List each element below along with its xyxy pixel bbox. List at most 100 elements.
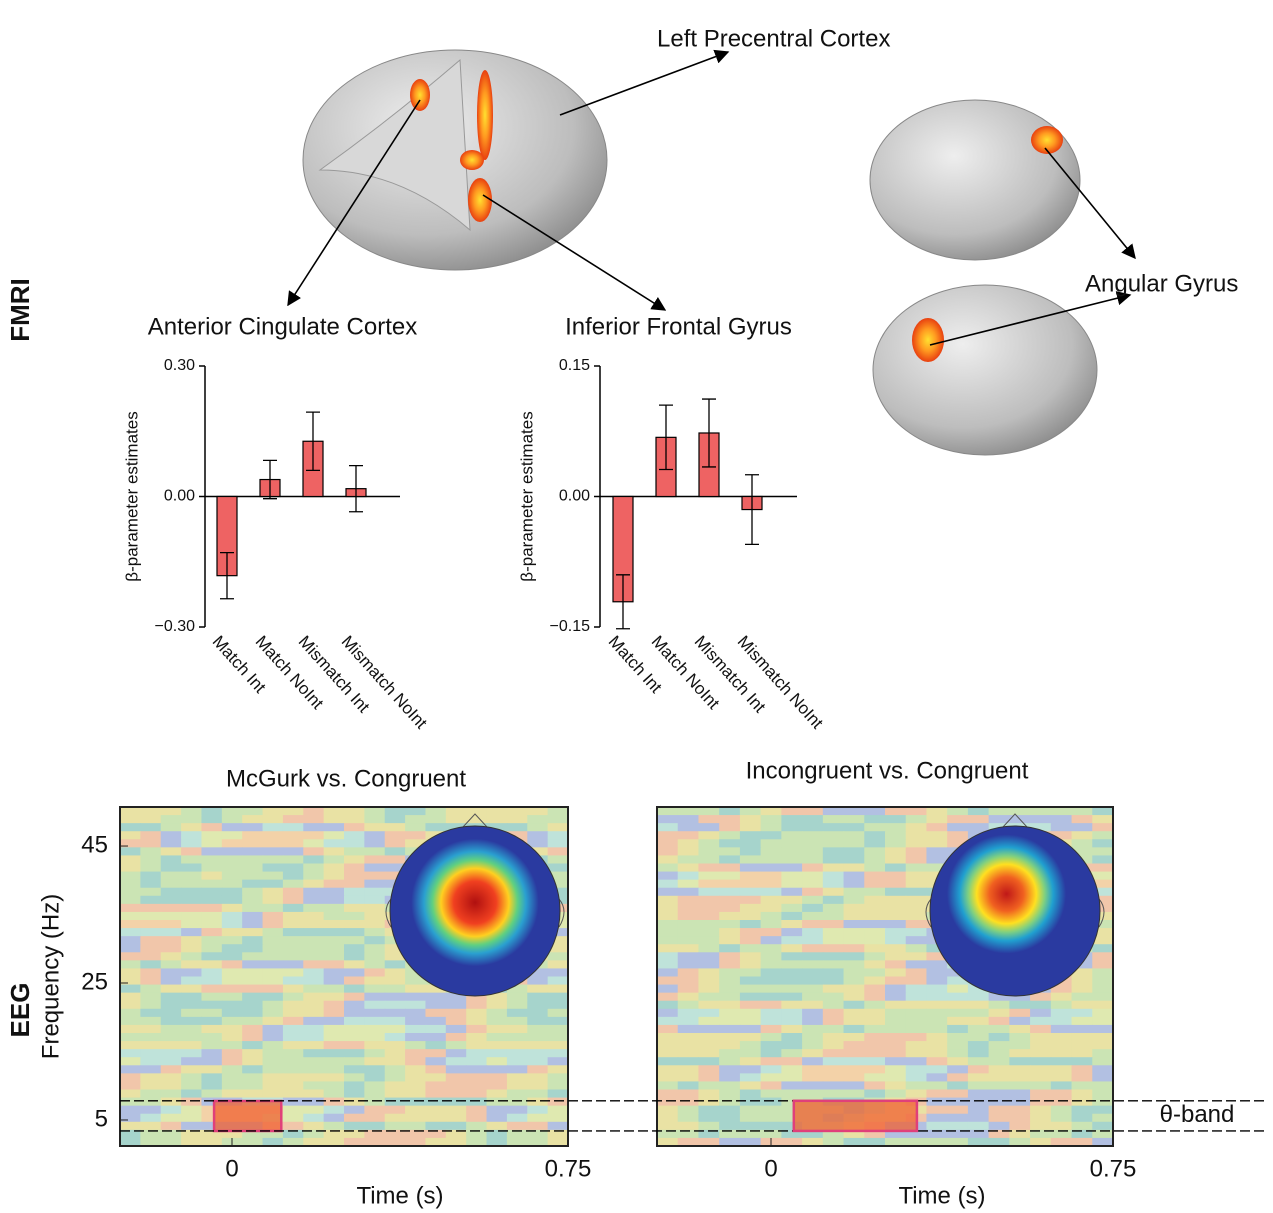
spectrogram-cell bbox=[201, 1049, 223, 1058]
spectrogram-cell bbox=[1050, 1113, 1073, 1123]
spectrogram-cell bbox=[303, 855, 325, 865]
spectrogram-cell bbox=[364, 936, 386, 945]
spectrogram-cell bbox=[282, 976, 304, 986]
spectrogram-cell bbox=[201, 1097, 223, 1107]
spectrogram-cell bbox=[384, 1097, 406, 1107]
spectrogram-cell bbox=[140, 815, 162, 824]
spectrogram-cell bbox=[140, 1105, 162, 1115]
spectrogram-cell bbox=[698, 1097, 720, 1107]
spectrogram-cell bbox=[221, 1089, 243, 1099]
spectrogram-cell bbox=[506, 1057, 528, 1066]
spectrogram-cell bbox=[364, 1024, 386, 1034]
spectrogram-cell bbox=[181, 1073, 203, 1083]
spectrogram-cell bbox=[926, 1008, 948, 1018]
spectrogram-cell bbox=[242, 968, 264, 978]
spectrogram-cell bbox=[364, 879, 386, 889]
spectrogram-cell bbox=[506, 1008, 528, 1018]
spectrogram-cell bbox=[719, 1065, 741, 1074]
spectrogram-cell bbox=[344, 1008, 365, 1018]
spectrogram-cell bbox=[802, 847, 824, 857]
spectrogram-cell bbox=[967, 807, 990, 816]
spectrogram-cell bbox=[760, 920, 782, 929]
spectrogram-cell bbox=[282, 944, 304, 953]
spectrogram-cell bbox=[506, 1033, 528, 1042]
spectrogram-cell bbox=[802, 871, 824, 881]
spectrogram-cell bbox=[160, 1041, 182, 1050]
chart-title: Anterior Cingulate Cortex bbox=[148, 313, 417, 340]
spectrogram-cell bbox=[140, 920, 162, 929]
spectrogram-cell bbox=[282, 823, 304, 832]
spectrogram-cell bbox=[160, 1073, 182, 1083]
spectrogram-cell bbox=[905, 807, 928, 816]
spectrogram-cell bbox=[864, 903, 886, 913]
spectrogram-cell bbox=[677, 895, 700, 905]
spectrogram-cell bbox=[486, 1008, 508, 1018]
spectrogram-cell bbox=[657, 1033, 679, 1042]
spectrogram-cell bbox=[864, 839, 886, 848]
spectrogram-cell bbox=[781, 1065, 803, 1074]
spectrogram-cell bbox=[1092, 1137, 1114, 1147]
spectrogram-cell bbox=[425, 823, 447, 832]
spectrogram-cell bbox=[323, 863, 345, 873]
spectrogram-cell bbox=[486, 1033, 508, 1042]
spectrogram-cell bbox=[822, 823, 845, 832]
spectrogram-cell bbox=[1092, 960, 1114, 970]
spectrogram-cell bbox=[364, 807, 386, 816]
spectrogram-cell bbox=[1050, 1000, 1073, 1010]
y-axis-label: β-parameter estimates bbox=[517, 411, 536, 581]
spectrogram-cell bbox=[657, 928, 679, 937]
spectrogram-cell bbox=[864, 1081, 886, 1091]
spectrogram-cell bbox=[384, 992, 406, 1002]
spectrogram-cell bbox=[781, 903, 803, 913]
spectrogram-cell bbox=[1030, 1008, 1052, 1018]
spectrogram-cell bbox=[547, 1024, 569, 1034]
spectrogram-cell bbox=[719, 847, 741, 857]
spectrogram-cell bbox=[719, 839, 741, 848]
spectrogram-cell bbox=[262, 911, 284, 921]
spectrogram-cell bbox=[822, 1016, 845, 1026]
spectrogram-cell bbox=[926, 952, 948, 961]
spectrogram-cell bbox=[843, 1057, 865, 1066]
spectrogram-cell bbox=[905, 1033, 928, 1042]
spectrogram-cell bbox=[802, 911, 824, 921]
spectrogram-cell bbox=[466, 1073, 488, 1083]
spectrogram-cell bbox=[201, 1008, 223, 1018]
spectrogram-cell bbox=[405, 1016, 427, 1026]
spectrogram-cell bbox=[947, 1081, 969, 1091]
spectrogram-cell bbox=[885, 871, 907, 881]
spectrogram-cell bbox=[781, 1089, 803, 1099]
spectrogram-cell bbox=[781, 871, 803, 881]
spectrogram-cell bbox=[405, 1008, 427, 1018]
spectrogram-cell bbox=[242, 952, 264, 961]
spectrogram-cell bbox=[719, 815, 741, 824]
chart-title: McGurk vs. Congruent bbox=[226, 765, 466, 792]
spectrogram-cell bbox=[760, 1073, 782, 1083]
spectrogram-cell bbox=[181, 1049, 203, 1058]
spectrogram-cell bbox=[242, 855, 264, 865]
spectrogram-cell bbox=[262, 855, 284, 865]
spectrogram-cell bbox=[781, 1000, 803, 1010]
spectrogram-cell bbox=[221, 1073, 243, 1083]
spectrogram-cell bbox=[885, 1057, 907, 1066]
spectrogram-cell bbox=[303, 936, 325, 945]
spectrogram-cell bbox=[282, 952, 304, 961]
arrow bbox=[287, 99, 421, 307]
spectrogram-cell bbox=[719, 944, 741, 953]
spectrogram-cell bbox=[1071, 1057, 1093, 1066]
spectrogram-cell bbox=[405, 1113, 427, 1123]
spectrogram-cell bbox=[547, 936, 569, 945]
spectrogram-cell bbox=[1050, 984, 1073, 994]
spectrogram-cell bbox=[719, 887, 741, 897]
spectrogram-cell bbox=[344, 920, 365, 929]
spectrogram-cell bbox=[425, 1105, 447, 1115]
spectrogram-cell bbox=[698, 1016, 720, 1026]
spectrogram-cell bbox=[181, 895, 203, 905]
spectrogram-cell bbox=[1092, 1057, 1114, 1066]
spectrogram-cell bbox=[1050, 1105, 1073, 1115]
spectrogram-cell bbox=[506, 831, 528, 840]
spectrogram-cell bbox=[181, 936, 203, 945]
spectrogram-cell bbox=[364, 1016, 386, 1026]
spectrogram-cell bbox=[926, 1129, 948, 1139]
spectrogram-cell bbox=[486, 1000, 508, 1010]
spectrogram-cell bbox=[967, 1065, 990, 1074]
